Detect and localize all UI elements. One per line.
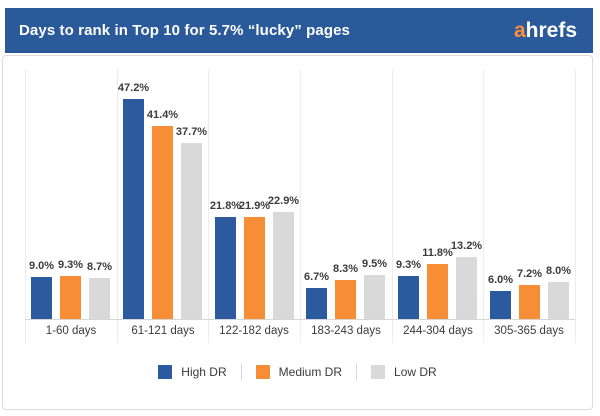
bar-value-label: 47.2% [117, 82, 150, 94]
bar-value-label: 21.9% [238, 200, 271, 212]
bar-value-label: 22.9% [267, 195, 300, 207]
chart-card: 9.0% 9.3% 8.7% 1-60 days 47.2% 41.4% 37.7% 61-1… [2, 55, 593, 410]
bar-low-dr [456, 257, 477, 319]
legend-item-medium-dr: Medium DR [255, 365, 343, 379]
bar-value-label: 13.2% [450, 240, 483, 252]
legend-swatch-low-dr [371, 365, 386, 379]
bar-value-label: 6.7% [303, 271, 330, 283]
x-axis-label: 122-182 days [219, 325, 289, 337]
legend-label: Medium DR [278, 365, 343, 379]
bar-high-dr [398, 276, 419, 319]
bar-value-label: 37.7% [175, 126, 208, 138]
bar-high-dr [123, 99, 144, 319]
header-bar: Days to rank in Top 10 for 5.7% “lucky” … [5, 8, 593, 53]
legend-separator [240, 363, 242, 381]
x-axis-line [25, 319, 575, 320]
bar-low-dr [181, 143, 202, 319]
bar-low-dr [89, 278, 110, 319]
bar-high-dr [31, 277, 52, 319]
bar-low-dr [273, 212, 294, 319]
x-axis-label: 1-60 days [45, 325, 97, 337]
chart-title: Days to rank in Top 10 for 5.7% “lucky” … [19, 22, 350, 39]
logo-letter-a: a [513, 19, 526, 42]
bar-high-dr [215, 217, 236, 319]
bar-high-dr [490, 291, 511, 319]
chart-legend: High DR Medium DR Low DR [3, 363, 592, 381]
bar-medium-dr [427, 264, 448, 319]
x-axis-label: 61-121 days [131, 325, 195, 337]
bar-value-label: 9.0% [28, 260, 55, 272]
gridline [25, 69, 26, 343]
gridline [300, 69, 301, 343]
bar-value-label: 41.4% [146, 109, 179, 121]
legend-label: High DR [181, 365, 227, 379]
bar-value-label: 9.3% [57, 259, 84, 271]
bar-value-label: 7.2% [516, 268, 543, 280]
legend-label: Low DR [394, 365, 437, 379]
bar-value-label: 8.7% [86, 261, 113, 273]
bar-medium-dr [244, 217, 265, 319]
gridline [392, 69, 393, 343]
legend-item-low-dr: Low DR [371, 365, 437, 379]
legend-swatch-high-dr [158, 365, 173, 379]
bar-low-dr [364, 275, 385, 319]
gridline [575, 69, 576, 343]
bar-value-label: 8.0% [545, 265, 572, 277]
bar-medium-dr [152, 126, 173, 319]
bar-value-label: 9.5% [361, 258, 388, 270]
bar-value-label: 11.8% [422, 247, 453, 259]
bar-medium-dr [519, 285, 540, 319]
bar-medium-dr [60, 276, 81, 319]
x-axis-label: 244-304 days [403, 325, 473, 337]
bar-value-label: 6.0% [487, 274, 514, 286]
bar-value-label: 8.3% [332, 263, 359, 275]
x-axis-label: 305-365 days [494, 325, 564, 337]
bar-high-dr [306, 288, 327, 319]
legend-swatch-medium-dr [255, 365, 270, 379]
bar-low-dr [548, 282, 569, 319]
gridline [117, 69, 118, 343]
bar-value-label: 21.8% [209, 200, 242, 212]
bar-value-label: 9.3% [395, 259, 422, 271]
x-axis-label: 183-243 days [311, 325, 381, 337]
legend-item-high-dr: High DR [158, 365, 227, 379]
gridline [483, 69, 484, 343]
gridline [208, 69, 209, 343]
logo-letters-hrefs: hrefs [525, 19, 577, 42]
ahrefs-logo: ahrefs [514, 20, 577, 41]
legend-separator [356, 363, 358, 381]
bar-medium-dr [335, 280, 356, 319]
